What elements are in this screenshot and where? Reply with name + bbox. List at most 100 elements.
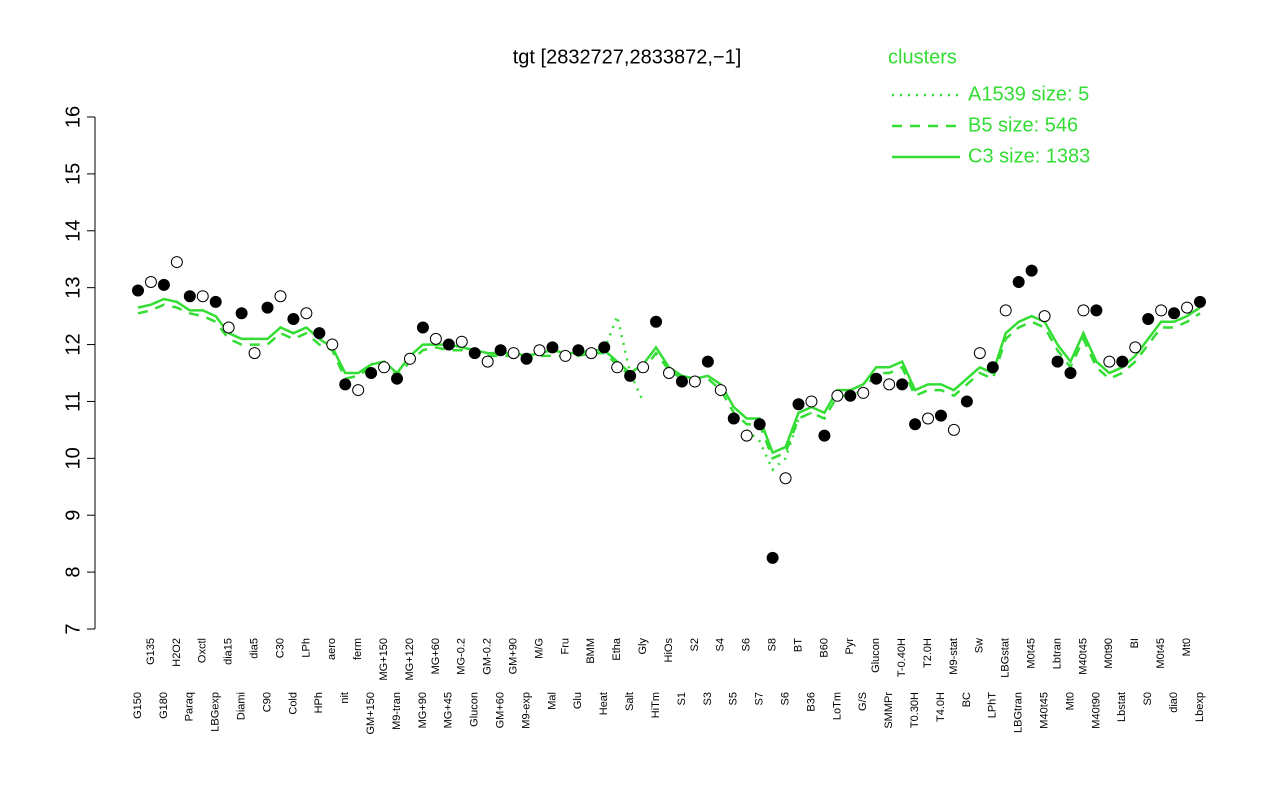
x-tick-label: Salt [624,692,636,711]
data-point [818,429,831,442]
data-point [520,352,533,365]
data-point [947,423,960,436]
x-tick-label: Mal [546,692,558,710]
x-tick-label: HiOs [663,638,675,663]
x-tick-label: M9-stat [948,638,960,675]
data-point [870,372,883,385]
x-tick-label: S6 [741,638,753,651]
y-tick-label: 8 [62,567,84,578]
x-tick-label: M0t45 [1155,638,1167,669]
data-point [766,551,779,564]
data-point [598,341,611,354]
data-point [624,369,637,382]
x-tick-label: Lbexp [1194,692,1206,722]
data-point [1116,355,1129,368]
data-point [883,378,896,391]
data-point [1051,355,1064,368]
data-point [650,315,663,328]
x-tick-label: G135 [145,638,157,665]
data-point [1064,367,1077,379]
y-tick-label: 14 [62,220,84,242]
y-tick-label: 7 [62,623,84,634]
x-tick-label: M40t45 [1038,692,1050,729]
data-point [857,386,870,399]
x-tick-label: S4 [715,638,727,651]
x-tick-label: SMMPr [883,692,895,729]
data-point [805,395,818,408]
data-point [909,418,922,431]
x-tick-label: B36 [805,692,817,712]
y-tick-label: 13 [62,277,84,299]
x-tick-label: T-0.40H [896,638,908,677]
x-tick-label: T0.30H [909,692,921,728]
data-point [494,344,507,357]
x-tick-label: G150 [132,692,144,719]
data-point [455,335,468,348]
data-point [585,347,598,360]
chart-title: tgt [2832727,2833872,−1] [513,46,742,68]
x-tick-label: MG+45 [443,692,455,728]
x-tick-label: Lbstat [1116,692,1128,722]
data-point [132,284,144,297]
data-point [1012,275,1025,288]
data-point [922,412,935,425]
data-point [1077,304,1090,317]
data-point [844,389,857,402]
cluster-line [137,303,1201,460]
data-point [1168,307,1181,320]
x-tick-label: MG+120 [404,638,416,681]
data-point [701,355,714,368]
x-tick-label: B60 [818,638,830,658]
x-tick-label: BI [1129,638,1141,648]
data-point [313,327,326,340]
data-point [611,361,624,374]
data-point [1129,341,1142,354]
x-tick-label: M40t90 [1090,692,1102,729]
x-tick-label: Glucon [469,692,481,727]
data-point [1142,312,1155,325]
x-tick-label: BMM [585,638,597,664]
data-point [391,372,404,385]
data-point [274,290,287,303]
x-tick-label: GM+60 [495,692,507,728]
x-tick-label: C30 [274,638,286,658]
data-point [1090,304,1103,317]
x-tick-label: Cold [287,692,299,715]
x-tick-label: Etha [611,637,623,661]
x-tick-label: BT [792,638,804,652]
data-point [637,361,650,374]
data-point [999,304,1012,317]
data-point [157,278,170,291]
data-point [352,384,365,397]
data-point [222,321,235,334]
x-tick-label: H2O2 [171,638,183,667]
y-tick-label: 11 [62,391,84,412]
x-tick-label: T2.0H [922,638,934,668]
data-point [675,375,688,388]
legend-label: B5 size: 546 [968,114,1078,136]
x-tick-label: HPh [313,692,325,713]
x-tick-label: LoTm [831,692,843,720]
data-point [740,429,753,442]
x-tick-label: C90 [261,692,273,712]
data-point [559,349,572,362]
data-point [442,338,455,351]
data-point [792,398,805,411]
x-tick-label: HiTm [650,692,662,718]
x-tick-label: S2 [689,638,701,651]
data-point [533,344,546,357]
x-tick-label: GM+90 [507,638,519,674]
x-tick-label: M9-exp [520,692,532,729]
data-point [1155,304,1168,317]
x-tick-label: LPh [300,638,312,658]
data-point [779,472,792,485]
x-tick-label: S7 [754,692,766,705]
x-tick-label: Heat [598,692,610,715]
x-tick-label: M0t45 [1026,638,1038,669]
y-tick-label: 12 [62,333,84,355]
data-point [1038,310,1051,323]
x-tick-label: G/S [857,692,869,711]
x-tick-label: dia5 [248,638,260,659]
x-tick-label: MG-0.2 [456,638,468,675]
legend-title: clusters [888,46,957,68]
